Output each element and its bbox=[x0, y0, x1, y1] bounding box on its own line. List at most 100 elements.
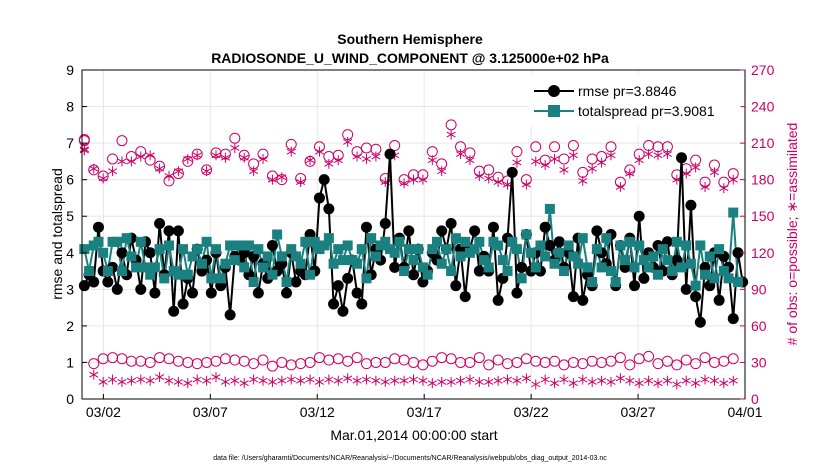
obs-assimilated-point bbox=[249, 374, 259, 385]
obs-possible-point bbox=[671, 359, 683, 371]
star-stroke bbox=[277, 377, 287, 384]
obs-possible-point bbox=[549, 355, 561, 367]
obs-assimilated-point bbox=[615, 181, 625, 192]
obs-assimilated-point bbox=[230, 375, 240, 386]
obs-assimilated-point bbox=[719, 378, 729, 389]
y2-tick-label: 210 bbox=[751, 135, 775, 151]
y-tick-label: 9 bbox=[66, 62, 74, 78]
rmse-point bbox=[511, 287, 523, 299]
spread-point bbox=[474, 236, 485, 247]
obs-assimilated-point bbox=[596, 375, 607, 386]
obs-assimilated-point bbox=[267, 376, 278, 387]
x-axis-label: Mar.01,2014 00:00:00 start bbox=[330, 427, 497, 443]
x-tick-label: 03/02 bbox=[86, 404, 121, 420]
spread-point bbox=[526, 247, 537, 258]
spread-point bbox=[422, 269, 433, 280]
spread-point bbox=[521, 229, 532, 240]
star-stroke bbox=[89, 165, 99, 172]
star-stroke bbox=[107, 376, 118, 383]
star-stroke bbox=[267, 379, 278, 385]
star-stroke bbox=[361, 376, 372, 383]
obs-possible-point bbox=[605, 355, 617, 367]
star-stroke bbox=[239, 154, 249, 161]
obs-possible-point bbox=[125, 355, 137, 367]
spread-point bbox=[239, 262, 250, 273]
star-stroke bbox=[324, 376, 334, 383]
obs-assimilated-point bbox=[540, 160, 550, 171]
y2-tick-label: 120 bbox=[751, 245, 775, 261]
obs-assimilated-point bbox=[371, 375, 381, 386]
chart-title: Southern Hemisphere bbox=[337, 31, 483, 47]
rmse-point bbox=[436, 225, 448, 237]
footnote: data file: /Users/gharamti/Documents/NCA… bbox=[213, 455, 607, 462]
obs-assimilated-point bbox=[98, 173, 108, 184]
star-stroke bbox=[296, 179, 306, 186]
spread-point bbox=[540, 251, 551, 262]
spread-point bbox=[394, 236, 405, 247]
spread-point bbox=[154, 244, 165, 255]
obs-assimilated-point bbox=[126, 156, 136, 167]
spread-point bbox=[281, 277, 292, 288]
x-tick-label: 03/17 bbox=[407, 404, 442, 420]
rmse-point bbox=[638, 272, 650, 284]
star-stroke bbox=[220, 379, 231, 385]
obs-assimilated-point bbox=[446, 376, 456, 387]
obs-assimilated-point bbox=[653, 150, 663, 161]
rmse-point bbox=[351, 287, 363, 299]
spread-point bbox=[554, 247, 565, 258]
rmse-point bbox=[360, 221, 372, 233]
rmse-point bbox=[629, 280, 640, 292]
spread-point bbox=[728, 207, 739, 218]
obs-possible-point bbox=[342, 355, 354, 367]
star-stroke bbox=[154, 165, 165, 172]
spread-point bbox=[196, 258, 207, 269]
spread-point bbox=[596, 262, 607, 273]
star-stroke bbox=[512, 159, 522, 166]
obs-assimilated-point bbox=[634, 155, 644, 166]
obs-assimilated-point bbox=[662, 375, 673, 386]
rmse-point bbox=[408, 269, 419, 281]
rmse-point bbox=[379, 218, 391, 230]
rmse-point bbox=[633, 210, 645, 222]
spread-point bbox=[290, 251, 301, 262]
spread-point bbox=[389, 247, 400, 258]
obs-possible-point bbox=[699, 352, 711, 364]
star-stroke bbox=[455, 151, 466, 158]
obs-possible-point bbox=[266, 360, 278, 372]
y-tick-label: 5 bbox=[66, 208, 74, 224]
star-stroke bbox=[277, 174, 287, 181]
spread-point bbox=[295, 258, 306, 269]
obs-assimilated-point bbox=[305, 155, 315, 166]
spread-point bbox=[629, 262, 640, 273]
obs-possible-point bbox=[483, 359, 495, 371]
spread-point bbox=[182, 269, 193, 280]
rmse-point bbox=[337, 305, 349, 317]
rmse-point bbox=[224, 309, 236, 321]
obs-assimilated-point bbox=[408, 374, 419, 385]
rmse-point bbox=[487, 221, 499, 233]
y-tick-label: 1 bbox=[66, 354, 74, 370]
legend-rmse-label: rmse pr=3.8846 bbox=[578, 83, 677, 99]
obs-possible-point bbox=[727, 353, 739, 365]
rmse-point bbox=[328, 298, 340, 310]
obs-assimilated-point bbox=[136, 151, 146, 162]
obs-assimilated-point bbox=[531, 156, 541, 167]
star-stroke bbox=[549, 156, 560, 162]
obs-possible-point bbox=[464, 356, 476, 368]
spread-point bbox=[225, 240, 236, 251]
spread-point bbox=[135, 236, 146, 247]
obs-assimilated-point bbox=[484, 173, 494, 184]
spread-point bbox=[328, 258, 339, 269]
spread-point bbox=[248, 277, 259, 288]
spread-point bbox=[98, 247, 109, 258]
spread-point bbox=[690, 280, 701, 291]
star-stroke bbox=[239, 380, 249, 387]
rmse-point bbox=[177, 298, 189, 310]
y2-tick-label: 240 bbox=[751, 99, 775, 115]
spread-point bbox=[568, 251, 579, 262]
obs-assimilated-point bbox=[606, 376, 616, 387]
rmse-point bbox=[403, 225, 415, 237]
x-tick-label: 04/01 bbox=[727, 404, 762, 420]
star-stroke bbox=[79, 147, 89, 154]
y-tick-label: 7 bbox=[66, 135, 74, 151]
